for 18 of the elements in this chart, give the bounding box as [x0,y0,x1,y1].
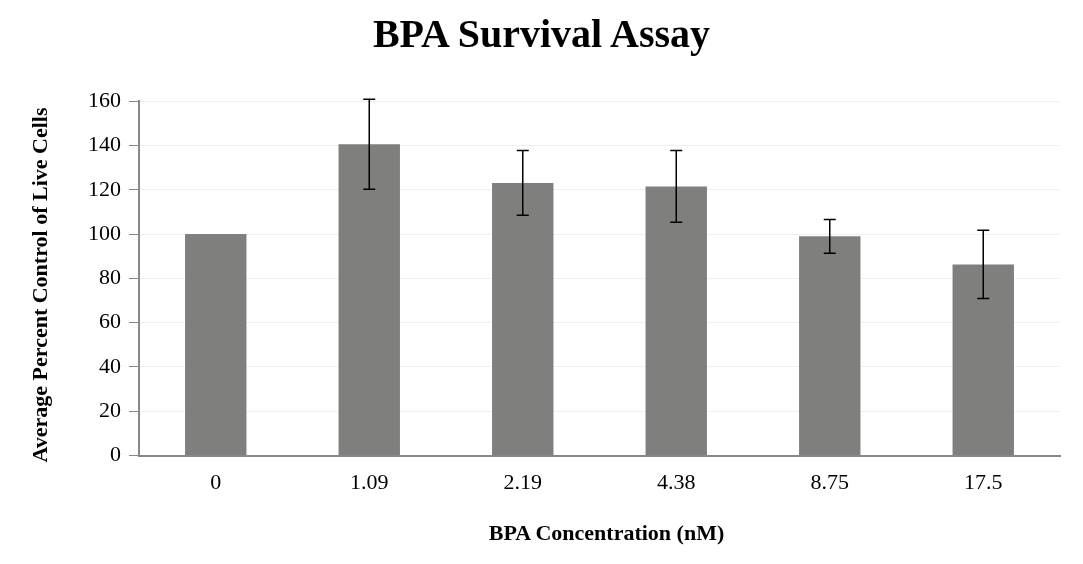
x-tick-label: 8.75 [810,468,849,494]
x-tick-label: 2.19 [503,468,542,494]
y-tick-label: 80 [99,264,121,290]
y-tick-label: 100 [88,219,121,245]
y-tick-label: 40 [99,352,121,378]
y-tick-label: 60 [99,308,121,334]
y-tick-label: 120 [88,175,121,201]
y-axis-title: Average Percent Control of Live Cells [27,107,52,463]
x-tick-label: 0 [210,468,222,494]
y-tick-label: 140 [88,131,121,157]
x-axis-title: BPA Concentration (nM) [487,520,726,546]
chart-title: BPA Survival Assay [371,10,712,57]
y-tick-label: 160 [88,86,121,112]
x-tick-label: 4.38 [657,468,696,494]
x-tick-label: 17.5 [964,468,1003,494]
y-tick-label: 20 [99,397,121,423]
y-tick-label: 0 [110,441,121,467]
x-tick-label: 1.09 [350,468,389,494]
